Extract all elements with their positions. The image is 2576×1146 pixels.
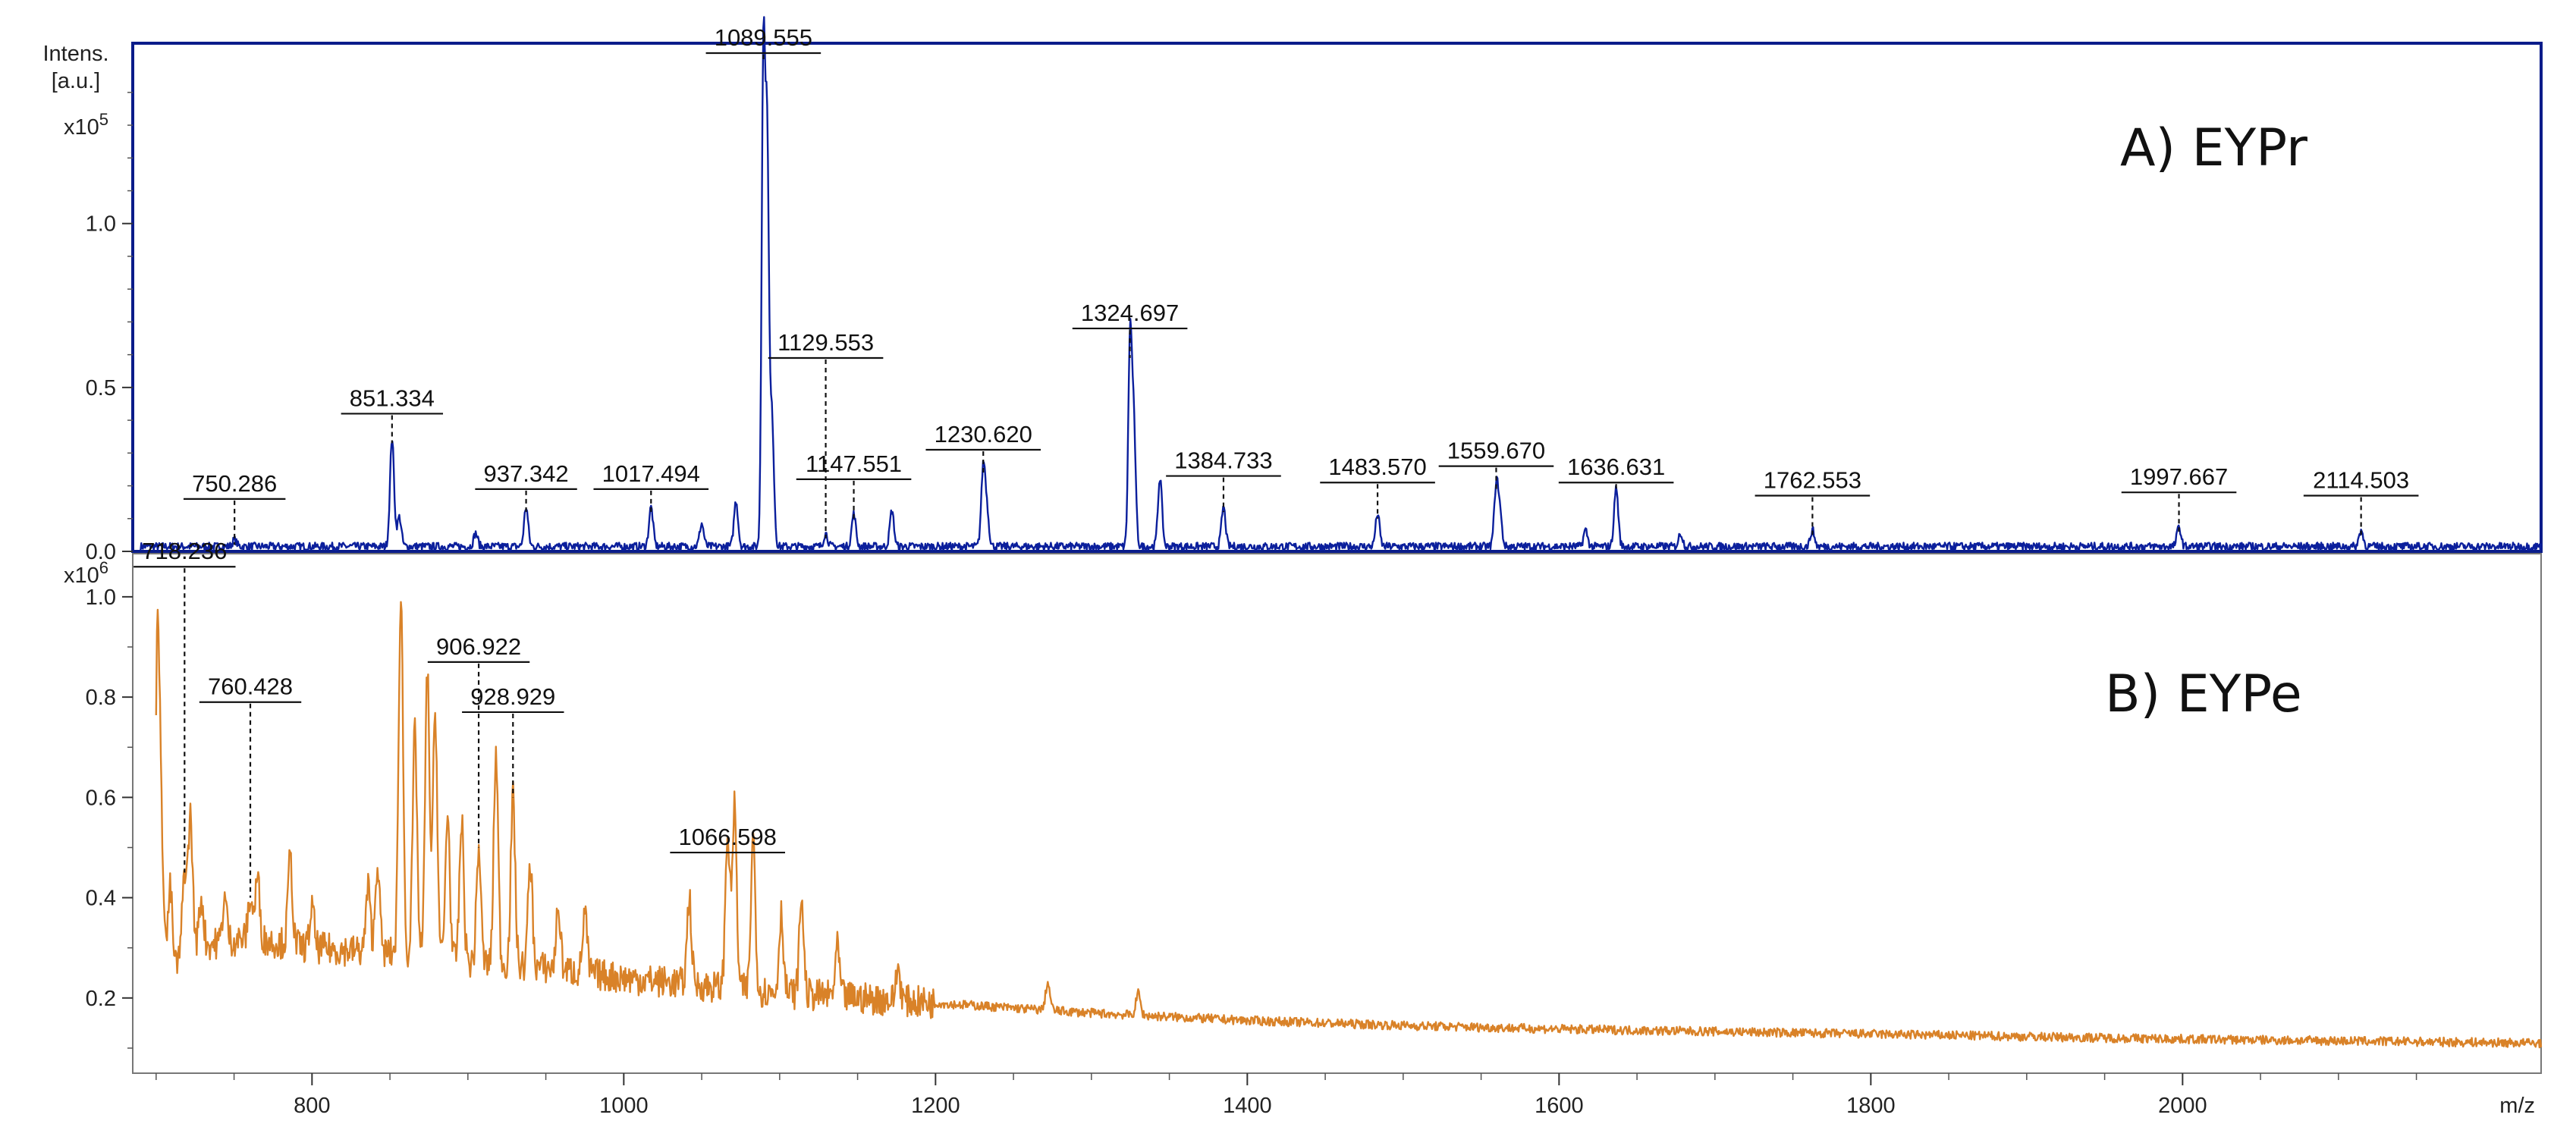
panel-b-spectrum-line	[155, 601, 2543, 1049]
panel-b-title: B) EYPe	[2105, 664, 2302, 724]
x-tick-label: 800	[294, 1094, 330, 1118]
peak-label: 937.342	[484, 460, 569, 487]
panel-a-y-multiplier-base: x10	[64, 115, 99, 140]
peak-label: 760.428	[208, 673, 293, 700]
peak-label: 1762.553	[1764, 467, 1861, 494]
peak-label: 1089.555	[715, 24, 812, 51]
panel-a-ylabel-line2: [a.u.]	[52, 69, 101, 93]
x-tick-label: 1600	[1535, 1094, 1584, 1118]
peak-label: 851.334	[350, 385, 435, 411]
panel-a-y-multiplier-exp: 5	[99, 110, 108, 129]
panel-a-y-multiplier: x105	[64, 110, 108, 140]
x-tick-label: 1800	[1846, 1094, 1896, 1118]
peak-label: 1324.697	[1081, 300, 1179, 326]
x-tick-label: 1400	[1223, 1094, 1272, 1118]
peak-label: 1997.667	[2130, 463, 2228, 490]
panel-a-spectrum-line	[140, 16, 2543, 551]
panel-b-y-multiplier-base: x10	[64, 564, 99, 588]
x-tick-label: 2000	[2158, 1094, 2207, 1118]
peak-label: 1559.670	[1447, 438, 1545, 464]
panel-b-ytick-label: 1.0	[86, 586, 116, 610]
panel-a-title: A) EYPr	[2120, 118, 2307, 178]
peak-label: 1147.551	[806, 451, 902, 477]
panel-a-ytick-label: 0.0	[86, 540, 116, 564]
peak-label: 906.922	[436, 633, 521, 660]
peak-label: 718.236	[142, 538, 227, 564]
panel-a-ytick-label: 1.0	[86, 212, 116, 237]
panel-a-ylabel-line1: Intens.	[42, 42, 108, 66]
panel-b-y-multiplier-exp: 6	[99, 558, 108, 577]
peak-label: 1066.598	[679, 824, 777, 850]
panel-b-y-multiplier: x106	[64, 558, 108, 588]
peak-label: 928.929	[470, 683, 555, 710]
panel-b-frame	[132, 553, 2542, 1074]
peak-label: 1636.631	[1567, 454, 1665, 480]
panel-a-ytick-label: 0.5	[86, 376, 116, 400]
x-tick-label: 1000	[599, 1094, 649, 1118]
panel-a-frame	[131, 42, 2543, 553]
peak-label: 1230.620	[935, 421, 1032, 447]
peak-label: 750.286	[192, 470, 277, 497]
x-axis-label: m/z	[2499, 1094, 2535, 1118]
peak-label: 2114.503	[2313, 467, 2409, 494]
panel-b-ytick-label: 0.2	[86, 987, 116, 1011]
x-tick-label: 1200	[911, 1094, 960, 1118]
peak-label: 1384.733	[1174, 447, 1272, 474]
panel-b-ytick-label: 0.8	[86, 686, 116, 710]
peak-label: 1017.494	[602, 460, 700, 487]
peak-label: 1483.570	[1328, 454, 1426, 480]
peak-label: 1129.553	[778, 329, 874, 356]
panel-b-ytick-label: 0.4	[86, 887, 116, 911]
panel-b-ytick-label: 0.6	[86, 786, 116, 810]
